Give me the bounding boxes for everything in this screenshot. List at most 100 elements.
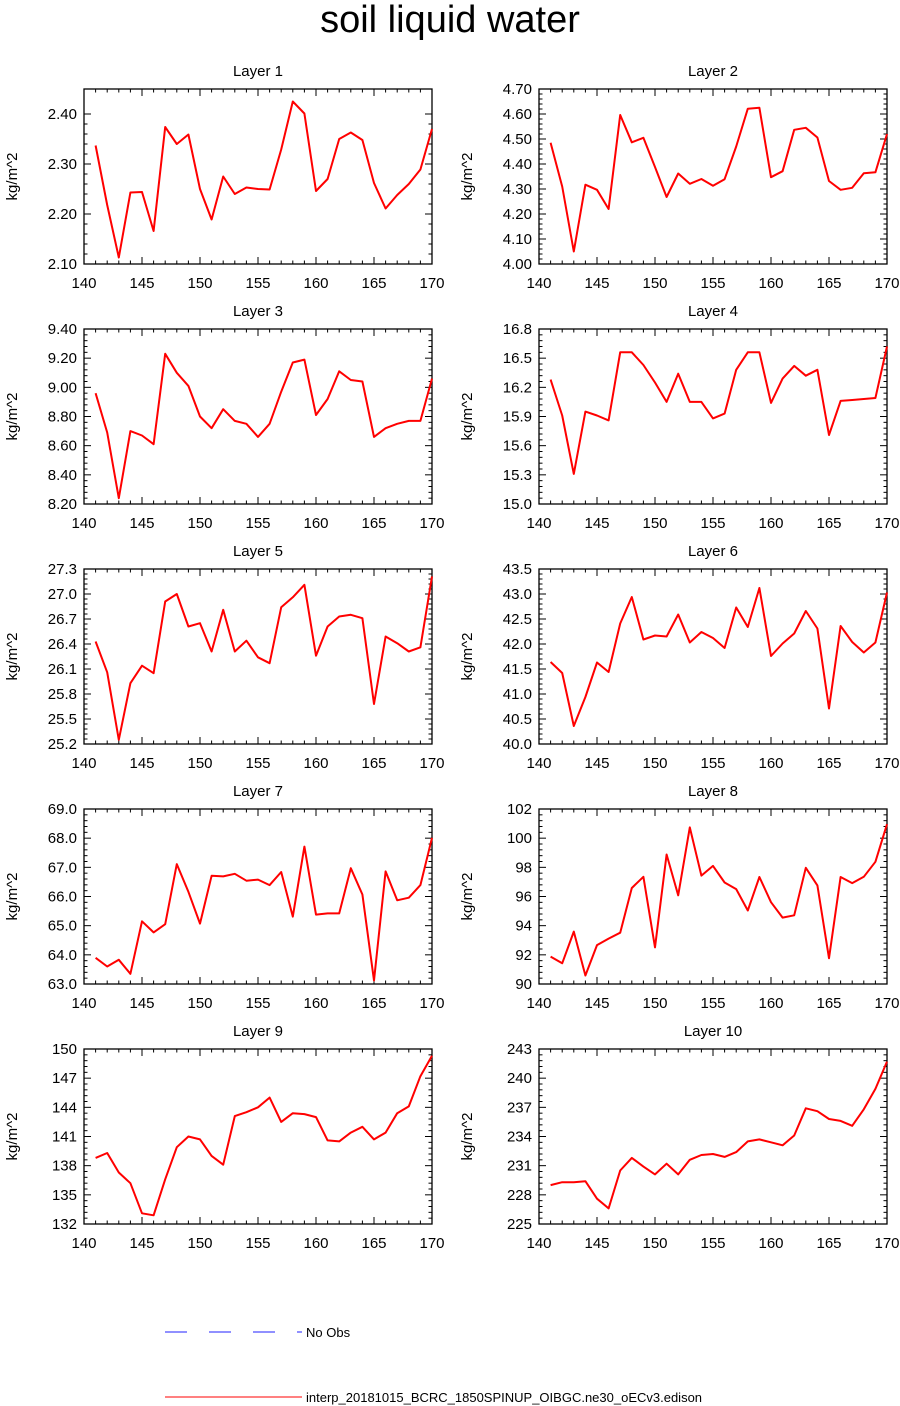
panel-layer-6: Layer 6 kg/m^2 140 145 150 155 160 165 170 40.0 40… [459, 543, 900, 772]
y-tick-label: 15.6 [503, 438, 532, 455]
plot-frame [538, 88, 888, 265]
x-tick-label: 160 [758, 995, 783, 1012]
y-tick-label: 234 [507, 1129, 532, 1146]
y-axis-label: kg/m^2 [459, 153, 476, 201]
y-tick-label: 15.9 [503, 409, 532, 426]
y-tick-label: 4.60 [503, 106, 532, 123]
y-axis-label: kg/m^2 [459, 633, 476, 681]
legend: No Obs interp_20181015_BCRC_1850SPINUP_O… [165, 1325, 702, 1405]
y-tick-label: 132 [52, 1216, 77, 1233]
y-tick-label: 2.10 [48, 256, 77, 273]
x-tick-label: 140 [71, 755, 96, 772]
plot-frame [538, 1048, 888, 1225]
panel-layer-9: Layer 9 kg/m^2 140 145 150 155 160 165 170 132 135… [4, 1023, 445, 1252]
y-tick-label: 231 [507, 1158, 532, 1175]
x-tick-label: 165 [816, 515, 841, 532]
y-tick-label: 26.7 [48, 611, 77, 628]
panel-layer-8: Layer 8 kg/m^2 140 145 150 155 160 165 170 90 92 94… [459, 783, 900, 1012]
y-tick-label: 65.0 [48, 918, 77, 935]
y-tick-label: 8.40 [48, 467, 77, 484]
x-tick-label: 165 [816, 995, 841, 1012]
x-tick-label: 165 [816, 275, 841, 292]
y-tick-label: 135 [52, 1187, 77, 1204]
series-line [549, 106, 888, 253]
y-tick-label: 68.0 [48, 830, 77, 847]
y-tick-label: 42.5 [503, 611, 532, 628]
y-tick-label: 43.5 [503, 561, 532, 578]
y-tick-label: 16.8 [503, 321, 532, 338]
panel-title: Layer 6 [688, 543, 738, 560]
y-tick-label: 9.20 [48, 350, 77, 367]
x-tick-label: 150 [187, 275, 212, 292]
panel-title: Layer 3 [233, 303, 283, 320]
x-tick-label: 145 [584, 1235, 609, 1252]
y-tick-label: 4.10 [503, 231, 532, 248]
y-axis-label: kg/m^2 [4, 633, 21, 681]
x-tick-label: 145 [129, 755, 154, 772]
x-tick-label: 140 [526, 755, 551, 772]
y-tick-label: 2.40 [48, 106, 77, 123]
series-line [550, 823, 888, 977]
panel-layer-3: Layer 3 kg/m^2 140 145 150 155 160 165 170 8.20 8.… [4, 303, 445, 532]
y-tick-label: 8.60 [48, 438, 77, 455]
y-tick-label: 225 [507, 1216, 532, 1233]
x-tick-label: 140 [71, 995, 96, 1012]
x-tick-label: 150 [187, 755, 212, 772]
y-tick-label: 141 [52, 1129, 77, 1146]
x-tick-label: 150 [642, 275, 667, 292]
y-tick-label: 69.0 [48, 801, 77, 818]
series-line [94, 576, 433, 741]
x-tick-label: 145 [129, 1235, 154, 1252]
y-tick-label: 15.0 [503, 496, 532, 513]
y-tick-label: 94 [515, 918, 532, 935]
y-tick-label: 66.0 [48, 889, 77, 906]
x-tick-label: 150 [642, 995, 667, 1012]
y-tick-label: 42.0 [503, 636, 532, 653]
x-tick-label: 150 [187, 995, 212, 1012]
y-tick-label: 228 [507, 1187, 532, 1204]
x-tick-label: 140 [526, 995, 551, 1012]
panel-title: Layer 1 [233, 63, 283, 80]
plot-frame [83, 808, 433, 985]
x-tick-label: 160 [758, 515, 783, 532]
x-tick-label: 150 [642, 515, 667, 532]
y-axis-label: kg/m^2 [4, 873, 21, 921]
y-tick-label: 27.3 [48, 561, 77, 578]
y-tick-label: 102 [507, 801, 532, 818]
x-tick-label: 155 [700, 995, 725, 1012]
x-tick-label: 155 [700, 275, 725, 292]
x-tick-label: 170 [419, 1235, 444, 1252]
series-line [94, 352, 433, 500]
x-tick-label: 155 [245, 995, 270, 1012]
y-axis-label: kg/m^2 [459, 873, 476, 921]
y-tick-label: 25.8 [48, 686, 77, 703]
panel-title: Layer 2 [688, 63, 738, 80]
x-tick-label: 145 [129, 515, 154, 532]
x-tick-label: 140 [71, 1235, 96, 1252]
panel-title: Layer 8 [688, 783, 738, 800]
panel-layer-7: Layer 7 kg/m^2 140 145 150 155 160 165 170 63.0 64… [4, 783, 445, 1012]
x-tick-label: 165 [361, 995, 386, 1012]
y-tick-label: 40.5 [503, 711, 532, 728]
x-tick-label: 170 [874, 755, 899, 772]
y-axis-label: kg/m^2 [4, 153, 21, 201]
y-tick-label: 63.0 [48, 976, 77, 993]
plot-frame [83, 88, 433, 265]
x-tick-label: 170 [874, 1235, 899, 1252]
y-tick-label: 16.5 [503, 350, 532, 367]
x-tick-label: 150 [187, 1235, 212, 1252]
x-tick-label: 145 [129, 275, 154, 292]
x-tick-label: 150 [642, 1235, 667, 1252]
series-line [95, 1055, 433, 1217]
y-axis-label: kg/m^2 [459, 393, 476, 441]
y-tick-label: 4.70 [503, 81, 532, 98]
y-tick-label: 150 [52, 1041, 77, 1058]
y-tick-label: 4.50 [503, 131, 532, 148]
x-tick-label: 160 [303, 1235, 328, 1252]
panel-title: Layer 4 [688, 303, 738, 320]
series-line [550, 1061, 888, 1210]
y-tick-label: 25.2 [48, 736, 77, 753]
x-tick-label: 155 [700, 755, 725, 772]
y-tick-label: 67.0 [48, 859, 77, 876]
